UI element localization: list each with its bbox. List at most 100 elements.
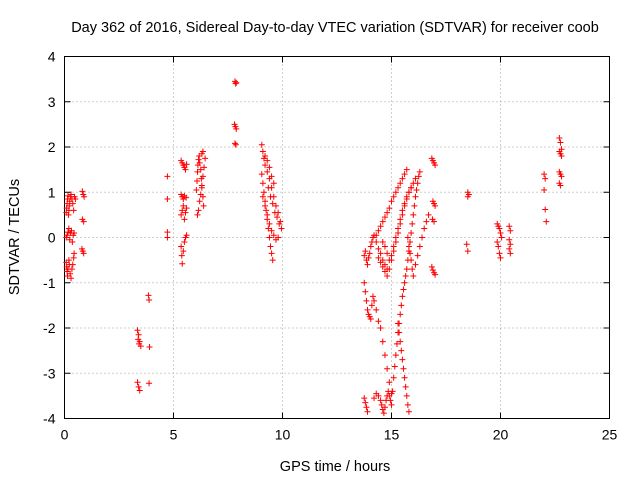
data-point	[415, 173, 422, 180]
data-point	[178, 252, 185, 259]
data-point	[274, 214, 281, 221]
data-point	[180, 196, 187, 203]
data-point	[416, 243, 423, 250]
data-point	[146, 380, 153, 387]
data-point	[407, 250, 414, 257]
data-point	[276, 220, 283, 227]
x-tick-label: 15	[384, 427, 400, 443]
data-point	[72, 196, 79, 203]
data-point	[409, 266, 416, 273]
data-point	[541, 171, 548, 178]
data-point	[507, 227, 514, 234]
data-point	[361, 279, 368, 286]
data-point	[278, 225, 285, 232]
data-point	[368, 302, 375, 309]
data-point	[403, 166, 410, 173]
data-point	[412, 175, 419, 182]
grid-lines	[64, 56, 610, 419]
data-point	[506, 236, 513, 243]
data-point	[416, 168, 423, 175]
data-point	[194, 177, 201, 184]
data-point	[387, 397, 394, 404]
data-point	[412, 261, 419, 268]
data-point	[463, 241, 470, 248]
data-point	[541, 186, 548, 193]
data-point	[400, 365, 407, 372]
data-point	[373, 239, 380, 246]
data-point	[367, 315, 374, 322]
data-point	[197, 166, 204, 173]
data-point	[401, 374, 408, 381]
data-point	[270, 180, 277, 187]
data-point	[408, 257, 415, 264]
y-tick-label: -2	[43, 320, 56, 336]
data-point	[557, 182, 564, 189]
data-point	[384, 209, 391, 216]
data-point	[164, 229, 171, 236]
data-point	[264, 211, 271, 218]
data-point	[183, 161, 190, 168]
data-point	[202, 155, 209, 162]
data-point	[64, 232, 71, 239]
data-point	[432, 202, 439, 209]
data-point	[180, 248, 187, 255]
x-axis-label: GPS time / hours	[280, 459, 390, 475]
data-point	[542, 175, 549, 182]
data-point	[68, 266, 75, 273]
data-point	[375, 245, 382, 252]
data-point	[386, 257, 393, 264]
data-point	[506, 245, 513, 252]
data-point	[270, 232, 277, 239]
data-point	[398, 302, 405, 309]
data-point	[496, 250, 503, 257]
data-point	[135, 336, 142, 343]
data-point	[265, 225, 272, 232]
data-point	[364, 306, 371, 313]
data-point	[198, 182, 205, 189]
data-point	[429, 267, 436, 274]
data-point	[268, 250, 275, 257]
data-point	[361, 252, 368, 259]
data-point	[410, 272, 417, 279]
data-point	[79, 188, 86, 195]
axis-ticks: 0 5 10 15 20 25 -4 -3 -2 -1 0 1 2 3 4	[43, 49, 617, 443]
data-point	[267, 243, 274, 250]
data-point	[266, 220, 273, 227]
data-point	[179, 207, 186, 214]
data-point	[543, 218, 550, 225]
data-point	[259, 193, 266, 200]
y-tick-label: 3	[48, 94, 56, 110]
data-point	[419, 234, 426, 241]
data-point	[260, 189, 267, 196]
data-point	[365, 254, 372, 261]
data-point	[262, 202, 269, 209]
data-point	[432, 162, 439, 169]
data-point	[384, 272, 391, 279]
data-point	[399, 293, 406, 300]
data-point	[70, 207, 77, 214]
data-point	[410, 211, 417, 218]
data-point	[396, 329, 403, 336]
data-point	[432, 271, 439, 278]
data-point	[401, 279, 408, 286]
data-point	[182, 166, 189, 173]
data-point	[497, 254, 504, 261]
data-point	[362, 288, 369, 295]
data-point	[384, 365, 391, 372]
data-point	[405, 243, 412, 250]
data-point	[179, 260, 186, 267]
data-point	[395, 184, 402, 191]
data-point	[391, 363, 398, 370]
data-point	[269, 257, 276, 264]
data-point	[182, 209, 189, 216]
data-point	[410, 180, 417, 187]
x-tick-label: 10	[275, 427, 291, 443]
data-point	[69, 239, 76, 246]
x-tick-label: 20	[493, 427, 509, 443]
y-axis-label: SDTVAR / TECUs	[7, 179, 23, 295]
data-point	[233, 125, 240, 132]
data-point	[408, 229, 415, 236]
data-point	[421, 225, 428, 232]
x-tick-label: 0	[61, 427, 69, 443]
data-point	[392, 189, 399, 196]
